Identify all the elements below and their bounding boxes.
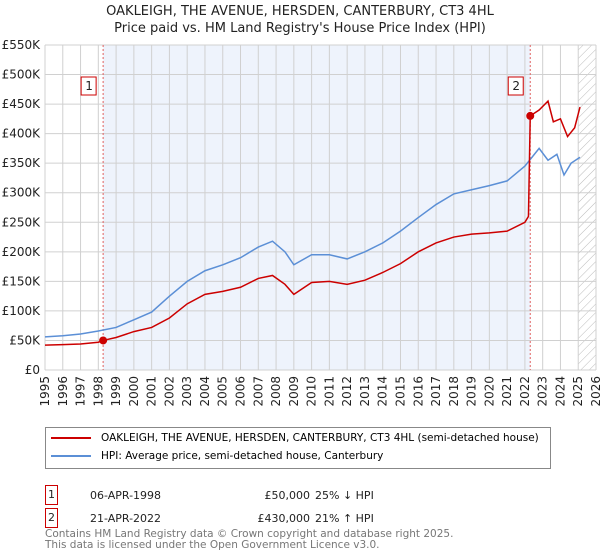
- hatched-future-region: [578, 45, 596, 370]
- x-tick-label: 1997: [74, 376, 88, 407]
- x-tick-label: 2009: [287, 376, 301, 407]
- sale-price: £430,000: [257, 512, 311, 525]
- legend-red-swatch: [51, 437, 91, 439]
- x-tick-label: 2025: [571, 376, 585, 407]
- y-tick-label: £0: [25, 363, 40, 377]
- y-tick-label: £200K: [2, 245, 42, 259]
- x-tick-label: 2002: [162, 376, 176, 407]
- y-tick-label: £350K: [2, 156, 42, 170]
- sale-point: [99, 336, 108, 345]
- sale-date: 21-APR-2022: [90, 512, 162, 525]
- x-tick-label: 2015: [393, 376, 407, 407]
- x-tick-label: 2004: [198, 376, 212, 407]
- annotation-label: 1: [85, 79, 93, 93]
- x-tick-label: 2018: [447, 376, 461, 407]
- x-tick-label: 1996: [56, 376, 70, 407]
- y-tick-label: £400K: [2, 127, 42, 141]
- chart-subtitle: Price paid vs. HM Land Registry's House …: [114, 21, 486, 36]
- x-tick-label: 2011: [322, 376, 336, 407]
- legend-blue-swatch: [51, 455, 91, 457]
- x-tick-label: 2006: [234, 376, 248, 407]
- x-tick-label: 2001: [145, 376, 159, 407]
- legend-red-label: OAKLEIGH, THE AVENUE, HERSDEN, CANTERBUR…: [101, 432, 539, 444]
- annotation-label: 2: [512, 79, 520, 93]
- shaded-ownership-region: [103, 45, 531, 370]
- x-tick-label: 2008: [269, 376, 283, 407]
- y-tick-label: £300K: [2, 186, 42, 200]
- x-tick-label: 2021: [500, 376, 514, 407]
- x-tick-label: 2013: [358, 376, 372, 407]
- x-tick-label: 1999: [109, 376, 123, 407]
- x-tick-label: 2022: [518, 376, 532, 407]
- y-tick-label: £250K: [2, 215, 42, 229]
- sale-hpi: 21% ↑ HPI: [315, 512, 374, 525]
- x-tick-label: 1995: [38, 376, 52, 407]
- legend-blue-label: HPI: Average price, semi-detached house,…: [101, 450, 384, 462]
- x-tick-label: 2012: [340, 376, 354, 407]
- x-tick-label: 2019: [465, 376, 479, 407]
- x-tick-label: 2017: [429, 376, 443, 407]
- x-tick-label: 2026: [589, 376, 600, 407]
- sale-price: £50,000: [264, 489, 311, 502]
- sale-marker: 2: [45, 508, 58, 528]
- x-tick-label: 2020: [482, 376, 496, 407]
- x-tick-label: 2007: [251, 376, 265, 407]
- sale-date: 06-APR-1998: [90, 489, 162, 502]
- footer: Contains HM Land Registry data © Crown c…: [45, 529, 453, 551]
- x-tick-label: 2000: [127, 376, 141, 407]
- x-tick-label: 1998: [91, 376, 105, 407]
- annotation-box: [507, 76, 524, 96]
- x-tick-label: 2003: [180, 376, 194, 407]
- x-tick-label: 2024: [553, 376, 567, 407]
- y-tick-label: £100K: [2, 304, 42, 318]
- x-tick-label: 2010: [305, 376, 319, 407]
- plot-area: 1995 1996 1997 1998 1999 2000 2001 2002 2003 2004…: [2, 38, 600, 407]
- sale-hpi: 25% ↓ HPI: [315, 489, 374, 502]
- sale-row: 2 21-APR-2022 £430,000 21% ↑ HPI: [45, 508, 445, 528]
- y-tick-label: £150K: [2, 274, 42, 288]
- annotation-box: [80, 76, 97, 96]
- y-tick-label: £550K: [2, 38, 42, 52]
- price-line: [44, 99, 581, 346]
- chart-title: OAKLEIGH, THE AVENUE, HERSDEN, CANTERBUR…: [106, 4, 494, 19]
- x-tick-label: 2016: [411, 376, 425, 407]
- y-tick-label: £50K: [9, 333, 41, 347]
- y-tick-label: £500K: [2, 68, 42, 82]
- x-tick-label: 2023: [536, 376, 550, 407]
- legend: OAKLEIGH, THE AVENUE, HERSDEN, CANTERBUR…: [45, 427, 551, 469]
- footer-line-1: Contains HM Land Registry data © Crown c…: [45, 528, 454, 540]
- footer-line-2: This data is licensed under the Open Gov…: [45, 539, 380, 551]
- x-tick-label: 2005: [216, 376, 230, 407]
- x-tick-label: 2014: [376, 376, 390, 407]
- sale-marker: 1: [45, 485, 58, 505]
- sale-point: [526, 111, 535, 120]
- y-tick-label: £450K: [2, 97, 42, 111]
- sale-row: 1 06-APR-1998 £50,000 25% ↓ HPI: [45, 485, 445, 505]
